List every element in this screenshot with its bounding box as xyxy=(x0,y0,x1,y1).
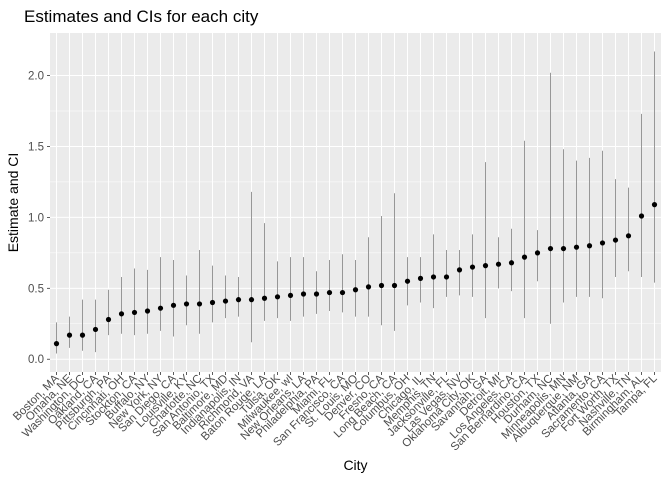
estimate-point xyxy=(560,245,567,252)
estimate-point xyxy=(352,287,359,293)
estimate-point xyxy=(430,274,437,280)
estimate-point xyxy=(209,299,216,306)
estimate-point xyxy=(339,289,346,296)
chart-title: Estimates and CIs for each city xyxy=(24,7,259,26)
estimate-point xyxy=(170,302,177,308)
estimate-point xyxy=(404,278,411,284)
estimate-point xyxy=(625,233,632,239)
estimate-point xyxy=(53,341,60,347)
estimate-point xyxy=(118,311,125,317)
error-bars xyxy=(56,51,655,354)
estimate-point xyxy=(105,316,112,323)
estimate-point xyxy=(144,308,151,314)
estimate-point xyxy=(274,294,281,300)
estimate-point xyxy=(92,326,99,333)
x-axis-title: City xyxy=(343,457,367,473)
estimate-point xyxy=(417,275,424,281)
estimate-point xyxy=(157,305,164,311)
estimate-point xyxy=(586,243,593,249)
estimate-point xyxy=(508,260,515,266)
estimate-point xyxy=(443,274,450,280)
y-tick-label: 2.0 xyxy=(28,71,44,83)
y-axis-ticks: 0.0 0.5 1.0 1.5 2.0 xyxy=(28,71,50,366)
estimate-point xyxy=(469,264,476,270)
estimate-point xyxy=(326,289,333,296)
estimate-point xyxy=(313,291,320,297)
estimate-point xyxy=(235,297,242,303)
estimate-point xyxy=(391,282,398,289)
y-tick-label: 1.5 xyxy=(28,141,44,153)
y-tick-label: 1.0 xyxy=(28,212,44,224)
estimate-point xyxy=(482,263,489,269)
estimate-point xyxy=(456,267,463,273)
estimate-point xyxy=(612,237,619,243)
estimate-point xyxy=(248,297,255,303)
y-axis-title: Estimate and CI xyxy=(5,153,21,253)
estimate-point xyxy=(534,250,541,256)
estimate-point xyxy=(495,261,502,267)
estimate-point xyxy=(287,292,294,299)
estimate-point xyxy=(378,282,385,289)
estimate-point xyxy=(261,295,268,301)
estimate-point xyxy=(222,298,229,304)
estimate-point xyxy=(365,284,372,290)
estimate-point xyxy=(79,332,86,338)
estimate-point xyxy=(196,301,203,307)
y-tick-label: 0.5 xyxy=(28,283,44,295)
estimate-point xyxy=(547,245,554,252)
estimate-points xyxy=(53,202,658,347)
estimate-point xyxy=(66,332,73,338)
estimate-point xyxy=(651,202,658,208)
estimate-point xyxy=(573,244,580,250)
estimate-point xyxy=(638,213,645,219)
estimate-point xyxy=(300,291,307,297)
estimate-point xyxy=(599,240,606,246)
estimate-point xyxy=(183,301,190,307)
estimate-point xyxy=(131,309,138,316)
y-tick-label: 0.0 xyxy=(28,354,44,366)
estimate-point xyxy=(521,254,528,260)
